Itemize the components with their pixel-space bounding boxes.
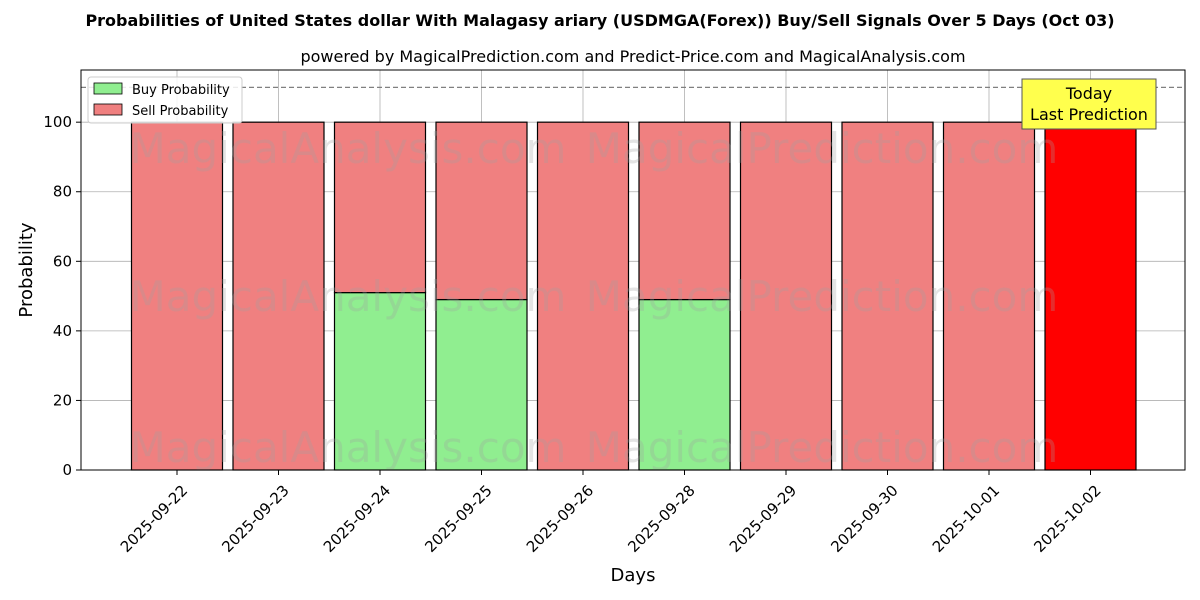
sell-bar-2025-09-24 [333,121,427,294]
x-tick-label: 2025-09-22 [117,482,191,556]
bars [130,121,1137,471]
x-axis-label: Days [611,565,656,586]
annotation-box [1021,78,1157,130]
x-tick-label: 2025-10-01 [929,482,1003,556]
annotation-line-2: Last Prediction [1030,105,1148,124]
y-tick-label: 100 [43,113,72,131]
sell-bar-2025-09-22 [130,121,224,471]
x-tick-label: 2025-09-26 [523,482,597,556]
sell-bar-2025-09-25 [435,121,528,301]
legend-label-sell: Sell Probability [132,104,229,119]
x-axis: 2025-09-22 2025-09-23 2025-09-24 2025-09-25… [117,470,1105,556]
legend-label-buy: Buy Probability [132,83,230,98]
watermark-text: MagicalPrediction.com [586,124,1059,173]
x-tick-label: 2025-10-02 [1030,482,1104,556]
watermark-text: MagicalAnalysis.com [130,423,567,472]
x-tick-label: 2025-09-24 [320,482,394,556]
chart-title: Probabilities of United States dollar Wi… [85,11,1114,30]
legend-swatch-sell [93,103,123,116]
y-axis: 0 20 40 60 80 100 [43,113,81,479]
legend-swatch-buy [93,82,123,95]
annotation-line-1: Today [1065,84,1112,103]
watermark-text: MagicalPrediction.com [586,423,1059,472]
y-tick-label: 20 [53,391,72,409]
today-annotation: Today Last Prediction [1021,78,1157,130]
y-tick-label: 40 [53,322,72,340]
sell-bar-2025-09-26 [536,121,630,471]
y-axis-label: Probability [16,222,37,317]
sell-bar-2025-09-30 [841,121,934,471]
watermark-text: MagicalAnalysis.com [130,272,567,321]
y-tick-label: 0 [62,461,72,479]
sell-bar-2025-09-28 [638,121,731,301]
watermark-text: MagicalAnalysis.com [130,124,567,173]
sell-bar-2025-10-02 [1044,121,1137,471]
buy-bar-2025-09-25 [435,298,528,471]
y-tick-label: 60 [53,252,72,270]
chart-subtitle: powered by MagicalPrediction.com and Pre… [300,47,965,66]
x-tick-label: 2025-09-29 [726,482,800,556]
x-tick-label: 2025-09-25 [421,482,495,556]
x-tick-label: 2025-09-30 [827,482,901,556]
y-tick-label: 80 [53,183,72,201]
plot-frame [80,69,1186,471]
watermarks: MagicalAnalysis.com MagicalPrediction.com… [130,124,1059,472]
watermark-text: MagicalPrediction.com [586,272,1059,321]
sell-bar-2025-10-01 [942,121,1036,471]
legend-box [87,76,243,124]
sell-bar-2025-09-29 [739,121,833,471]
x-tick-label: 2025-09-28 [624,482,698,556]
x-tick-label: 2025-09-23 [218,482,292,556]
legend: Buy Probability Sell Probability [87,76,243,124]
